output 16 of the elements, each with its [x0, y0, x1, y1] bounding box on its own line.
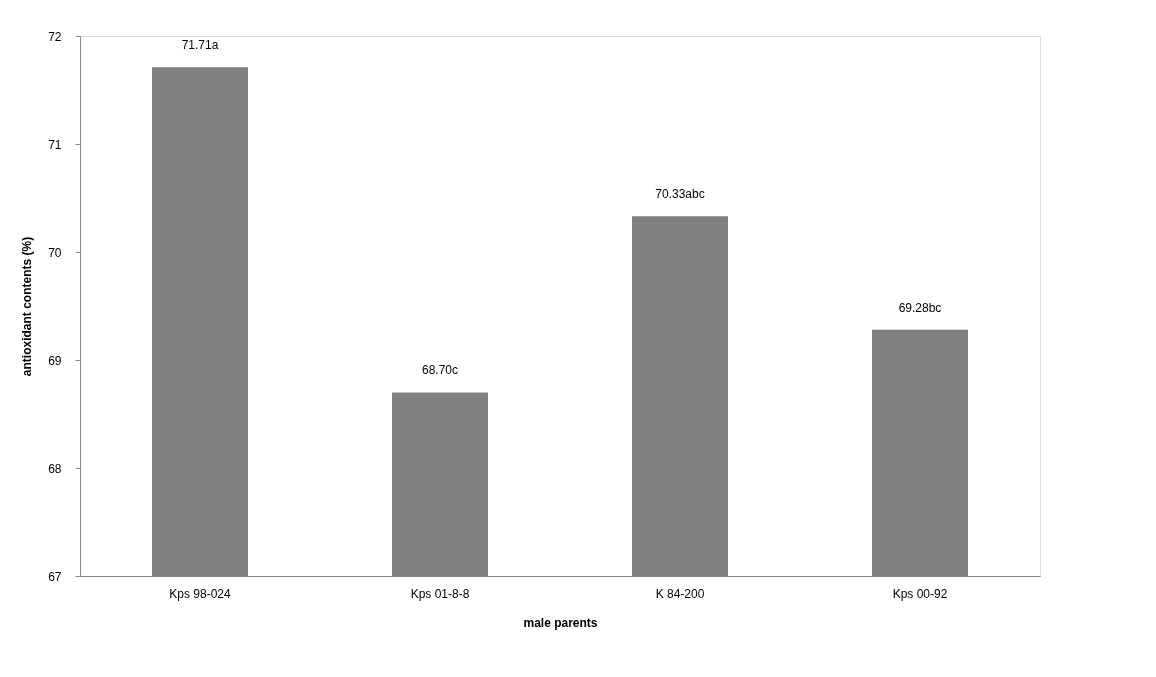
y-tick-label: 72 — [48, 29, 62, 44]
x-tick-label: Kps 00-92 — [892, 586, 948, 601]
x-axis-title: male parents — [523, 615, 598, 630]
y-tick-label: 69 — [48, 353, 62, 368]
data-label: 70.33abc — [655, 187, 705, 202]
x-tick-label: Kps 01-8-8 — [410, 586, 470, 601]
y-tick-label: 68 — [48, 461, 62, 476]
x-tick-label: Kps 98-024 — [169, 586, 232, 601]
y-tick-label: 70 — [48, 245, 62, 260]
x-tick-label: K 84-200 — [655, 586, 705, 601]
y-tick-label: 67 — [48, 569, 62, 584]
data-label: 68.70c — [421, 363, 459, 378]
y-tick-label: 71 — [48, 137, 62, 152]
data-label: 71.71a — [181, 38, 219, 53]
data-label: 69.28bc — [898, 300, 942, 315]
y-axis-title: antioxidant contents (%) — [20, 236, 35, 377]
